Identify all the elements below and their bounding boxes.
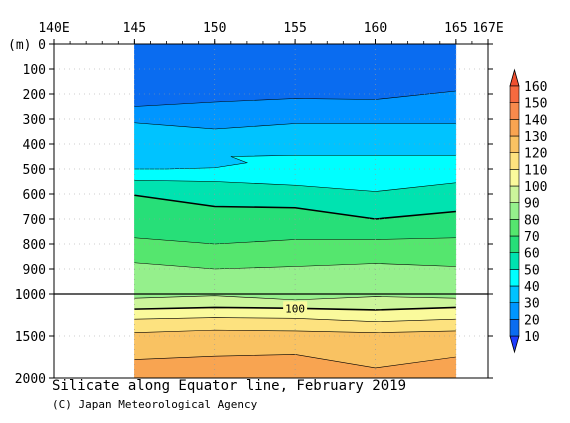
- x-tick-label: 155: [283, 21, 306, 36]
- colorbar-label: 50: [524, 263, 540, 278]
- colorbar-label: 90: [524, 197, 540, 212]
- y-tick-label: 2000: [15, 372, 46, 387]
- contour-label-bg: [283, 301, 308, 315]
- y-tick-label: 900: [23, 263, 46, 278]
- colorbar-label: 20: [524, 313, 540, 328]
- contour-line-60: [134, 194, 456, 220]
- colorbar-band: [509, 202, 520, 220]
- plot-border: [53, 43, 489, 379]
- colorbar-label: 60: [524, 247, 540, 262]
- colorbar-label: 150: [524, 97, 547, 112]
- colorbar-label: 80: [524, 213, 540, 228]
- contour-line-20: [134, 90, 456, 107]
- y-tick-label: 1000: [15, 288, 46, 303]
- colorbar-label: 140: [524, 113, 547, 128]
- colorbar-arrow-low: [509, 335, 520, 354]
- x-tick-label: 145: [123, 21, 146, 36]
- colorbar-band: [509, 235, 520, 253]
- colorbar-label: 40: [524, 280, 540, 295]
- y-tick-label: 700: [23, 213, 46, 228]
- contour-line-30: [134, 122, 456, 130]
- y-tick-label: 500: [23, 163, 46, 178]
- colorbar-band: [509, 185, 520, 203]
- colorbar-band: [509, 135, 520, 153]
- contour-line-110: [134, 317, 456, 323]
- y-tick-label: 100: [23, 63, 46, 78]
- y-axis-label: (m): [8, 38, 31, 53]
- contour-line-80: [134, 262, 456, 270]
- colorbar-band: [509, 152, 520, 170]
- colorbar-band: [509, 252, 520, 270]
- colorbar-label: 160: [524, 80, 547, 95]
- y-tick-label: 400: [23, 138, 46, 153]
- x-tick-label: 165: [444, 21, 467, 36]
- grid-dots: [54, 44, 488, 378]
- colorbar-band: [509, 85, 520, 103]
- colorbar-band: [509, 102, 520, 120]
- colorbar-label: 120: [524, 147, 547, 162]
- y-tick-label: 0: [38, 38, 46, 53]
- colorbar-arrow-high: [509, 68, 520, 87]
- colorbar-label: 110: [524, 163, 547, 178]
- y-tick-label: 800: [23, 238, 46, 253]
- chart-title: Silicate along Equator line, February 20…: [52, 378, 407, 394]
- colorbar-label: 70: [524, 230, 540, 245]
- colorbar-band: [509, 119, 520, 137]
- colorbar-label: 10: [524, 330, 540, 345]
- y-axis: 0 100 200 300 400 500 600 700 800 900 1000 1500 2000…: [8, 38, 493, 387]
- y-tick-label: 1500: [15, 330, 46, 345]
- colorbar-label: 100: [524, 180, 547, 195]
- y-tick-label: 200: [23, 88, 46, 103]
- colorbar-band: [509, 285, 520, 303]
- contour-label: 100: [285, 302, 305, 315]
- colorbar-band: [509, 302, 520, 320]
- colorbar-band: [509, 219, 520, 237]
- x-axis: 140E 145 150 155 160 165 167E: [38, 21, 504, 44]
- contour-line-50: [134, 179, 456, 192]
- colorbar-band: [509, 169, 520, 187]
- chart-credit: (C) Japan Meteorological Agency: [52, 398, 258, 411]
- x-tick-label: 150: [203, 21, 226, 36]
- contour-line-120: [134, 329, 456, 333]
- colorbar-band: [509, 319, 520, 337]
- colorbar-band: [509, 269, 520, 287]
- plot-frame: [53, 43, 489, 379]
- colorbar-label: 30: [524, 297, 540, 312]
- x-tick-label: 167E: [472, 21, 503, 36]
- colorbar-label: 130: [524, 130, 547, 145]
- x-tick-label: 140E: [38, 21, 69, 36]
- x-tick-label: 160: [364, 21, 387, 36]
- y-tick-label: 600: [23, 188, 46, 203]
- y-tick-label: 300: [23, 113, 46, 128]
